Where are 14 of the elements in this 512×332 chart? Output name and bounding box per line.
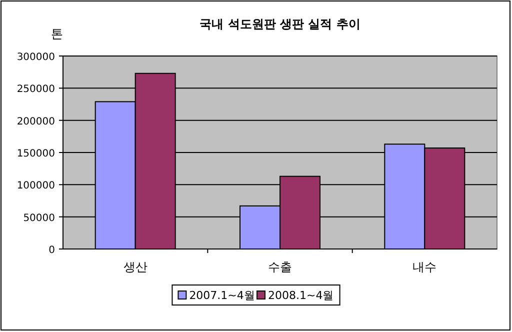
y-tick-label: 150000	[16, 148, 55, 160]
y-tick-label: 300000	[16, 52, 55, 63]
y-tick-label: 50000	[23, 212, 55, 224]
y-tick-label: 250000	[16, 84, 55, 96]
x-tick-label: 내수	[412, 260, 437, 274]
x-tick-label: 수출	[268, 260, 292, 274]
legend-label: 2007.1~4월	[189, 289, 255, 302]
x-tick-label: 생산	[123, 260, 148, 274]
legend-label: 2008.1~4월	[268, 289, 334, 302]
chart-title: 국내 석도원판 생판 실적 추이	[200, 17, 360, 31]
y-tick-label: 200000	[16, 116, 55, 128]
y-tick-label: 0	[48, 245, 55, 256]
y-axis-title: 톤	[51, 27, 63, 41]
y-tick-label: 100000	[16, 180, 55, 192]
